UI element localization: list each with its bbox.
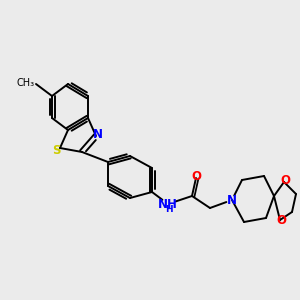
Text: N: N <box>93 128 103 140</box>
Text: H: H <box>165 206 173 214</box>
Text: S: S <box>52 143 60 157</box>
Text: O: O <box>280 175 290 188</box>
Text: O: O <box>191 170 201 184</box>
Text: N: N <box>227 194 237 206</box>
Text: NH: NH <box>158 197 178 211</box>
Text: O: O <box>276 214 286 227</box>
Text: CH₃: CH₃ <box>17 78 35 88</box>
